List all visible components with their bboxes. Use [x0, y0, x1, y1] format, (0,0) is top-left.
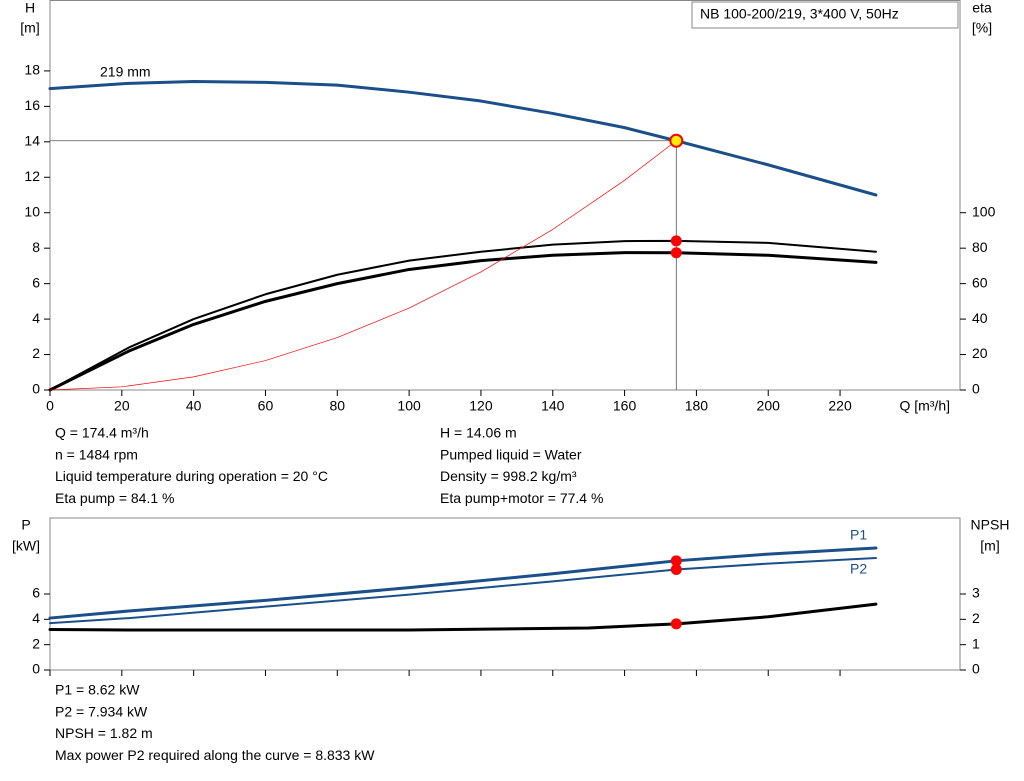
x-tick-label: 80 [330, 398, 346, 414]
x-tick-label: 220 [828, 398, 852, 414]
info-text: Pumped liquid = Water [440, 446, 582, 462]
y-tick-label: 16 [24, 97, 40, 113]
y2-tick-label: 3 [972, 585, 980, 601]
series-label: 219 mm [100, 64, 151, 80]
y-tick-label: 4 [32, 310, 40, 326]
y-tick-label: 14 [24, 133, 40, 149]
operating-point [669, 133, 684, 148]
y-tick-label: 6 [32, 585, 40, 601]
y2-tick-label: 20 [972, 345, 988, 361]
operating-point [670, 235, 682, 247]
y2-tick-label: 0 [972, 381, 980, 397]
series-line [48, 251, 878, 392]
operating-point [670, 618, 682, 630]
y-axis-unit: [kW] [12, 538, 40, 554]
operating-point [670, 564, 682, 576]
x-tick-label: 120 [469, 398, 493, 414]
series-line [48, 602, 878, 632]
x-tick-label: 0 [46, 398, 54, 414]
x-axis-label: Q [m³/h] [899, 398, 950, 414]
y2-tick-label: 60 [972, 274, 988, 290]
info-text: Density = 998.2 kg/m³ [440, 468, 577, 484]
operating-point [670, 555, 682, 567]
y2-tick-label: 1 [972, 635, 980, 651]
x-tick-label: 180 [685, 398, 709, 414]
info-text: NPSH = 1.82 m [55, 725, 153, 741]
top-plot-frame [49, 0, 961, 391]
y-axis-label: H [25, 0, 35, 16]
x-tick-label: 40 [186, 398, 202, 414]
y-axis-label: P [21, 517, 30, 533]
y2-tick-label: 40 [972, 310, 988, 326]
info-text: n = 1484 rpm [55, 446, 138, 462]
info-text: P2 = 7.934 kW [55, 703, 148, 719]
series-label: P2 [850, 561, 867, 577]
y2-tick-label: 2 [972, 610, 980, 626]
x-tick-label: 60 [258, 398, 274, 414]
y2-tick-label: 0 [972, 661, 980, 677]
info-text: Liquid temperature during operation = 20… [55, 468, 328, 484]
series-line [48, 80, 878, 197]
y2-tick-label: 100 [972, 203, 996, 219]
x-tick-label: 200 [757, 398, 781, 414]
y-tick-label: 12 [24, 168, 40, 184]
y2-axis-label: NPSH [971, 517, 1010, 533]
info-text: Q = 174.4 m³/h [55, 425, 149, 441]
y-axis-unit: [m] [20, 20, 39, 36]
y-tick-label: 4 [32, 610, 40, 626]
info-text: Eta pump = 84.1 % [55, 490, 174, 506]
series-line [49, 140, 677, 391]
x-tick-label: 20 [114, 398, 130, 414]
info-text: Max power P2 required along the curve = … [55, 747, 375, 763]
operating-point [670, 247, 682, 259]
x-tick-label: 100 [397, 398, 421, 414]
y-tick-label: 10 [24, 203, 40, 219]
info-text: P1 = 8.62 kW [55, 682, 140, 698]
title-box [691, 1, 959, 29]
x-tick-label: 160 [613, 398, 637, 414]
chart-title: NB 100-200/219, 3*400 V, 50Hz [700, 6, 899, 22]
y2-tick-label: 80 [972, 239, 988, 255]
y-tick-label: 6 [32, 274, 40, 290]
info-text: H = 14.06 m [440, 425, 517, 441]
y-tick-label: 2 [32, 345, 40, 361]
y-tick-label: 0 [32, 661, 40, 677]
y2-axis-label: eta [972, 0, 992, 16]
y-tick-label: 18 [24, 62, 40, 78]
x-tick-label: 140 [541, 398, 565, 414]
info-text: Eta pump+motor = 77.4 % [440, 490, 603, 506]
series-line [49, 557, 877, 625]
y2-axis-unit: [m] [980, 538, 999, 554]
y-tick-label: 0 [32, 381, 40, 397]
series-line [48, 546, 878, 620]
y-tick-label: 8 [32, 239, 40, 255]
y2-axis-unit: [%] [972, 20, 992, 36]
series-label: P1 [850, 527, 867, 543]
y-tick-label: 2 [32, 635, 40, 651]
series-line [49, 239, 877, 391]
